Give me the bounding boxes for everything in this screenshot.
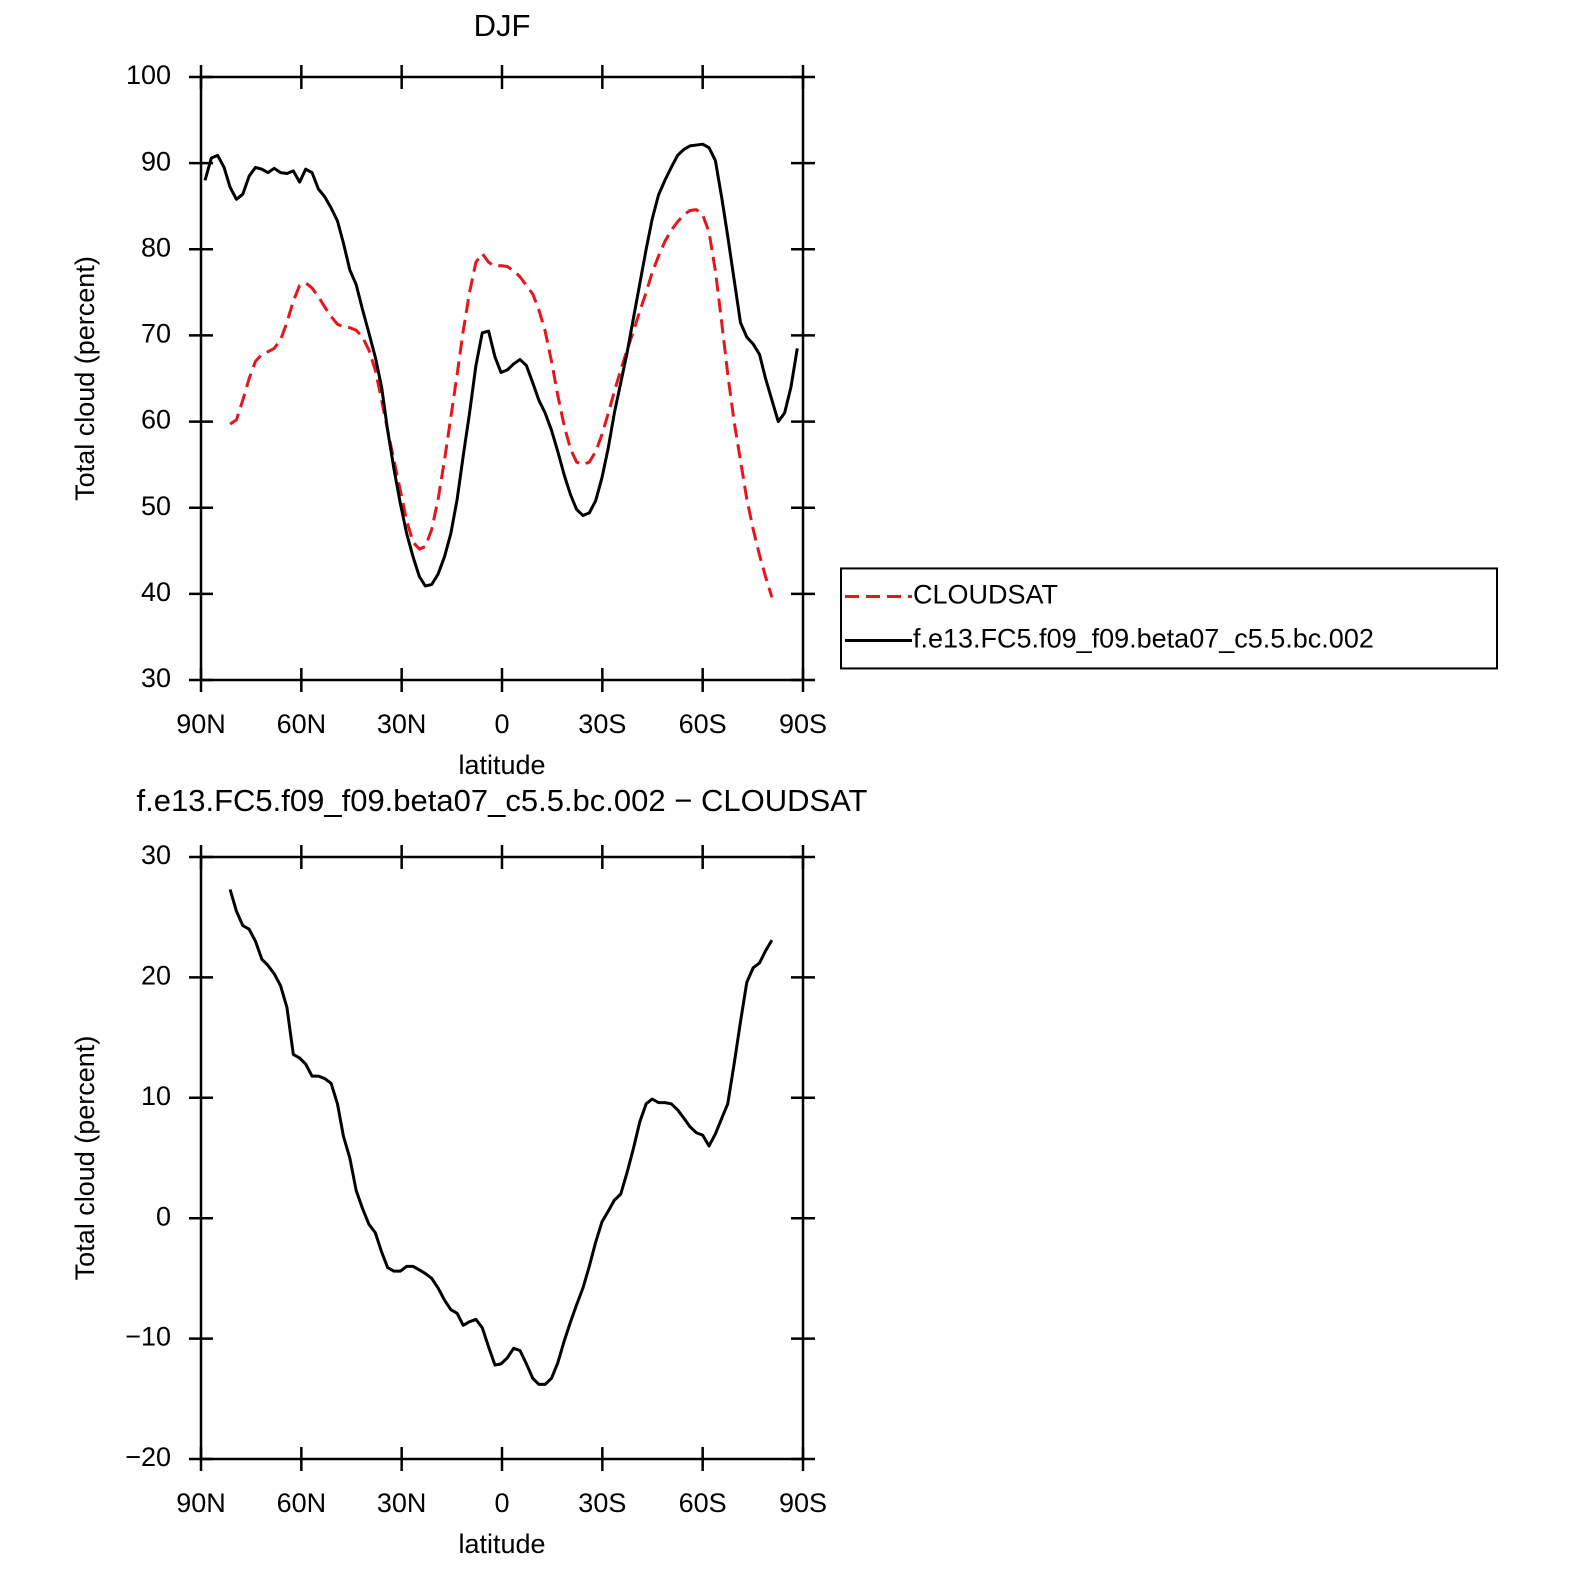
x-tick-label: 60S — [679, 709, 727, 739]
y-axis-label: Total cloud (percent) — [70, 1036, 100, 1281]
x-tick-label: 90S — [779, 1488, 827, 1518]
y-tick-label: 10 — [141, 1081, 171, 1111]
y-tick-label: 40 — [141, 577, 171, 607]
y-tick-label: 20 — [141, 961, 171, 991]
chart-title: f.e13.FC5.f09_f09.beta07_c5.5.bc.002 − C… — [137, 783, 868, 818]
x-tick-label: 60N — [277, 1488, 327, 1518]
x-tick-label: 90N — [176, 1488, 226, 1518]
legend-label: CLOUDSAT — [913, 580, 1058, 610]
x-tick-label: 0 — [494, 709, 509, 739]
y-axis-label: Total cloud (percent) — [70, 256, 100, 501]
x-tick-label: 0 — [494, 1488, 509, 1518]
x-tick-label: 30S — [578, 709, 626, 739]
plot-frame — [199, 855, 805, 1461]
y-tick-label: 0 — [156, 1201, 171, 1231]
y-tick-label: 30 — [141, 663, 171, 693]
y-tick-label: 60 — [141, 405, 171, 435]
x-axis-label: latitude — [458, 1529, 545, 1559]
y-tick-label: 100 — [126, 60, 171, 90]
x-tick-label: 60S — [679, 1488, 727, 1518]
x-tick-label: 90S — [779, 709, 827, 739]
plot-frame — [199, 75, 805, 682]
series-line — [228, 889, 774, 1386]
y-tick-label: −10 — [125, 1322, 171, 1352]
x-tick-label: 90N — [176, 709, 226, 739]
y-tick-label: 80 — [141, 232, 171, 262]
y-tick-label: 90 — [141, 146, 171, 176]
legend-box — [840, 567, 1498, 670]
x-tick-label: 30S — [578, 1488, 626, 1518]
x-tick-label: 30N — [377, 1488, 427, 1518]
series-line — [229, 208, 774, 598]
y-tick-label: 30 — [141, 840, 171, 870]
y-tick-label: 50 — [141, 491, 171, 521]
legend-label: f.e13.FC5.f09_f09.beta07_c5.5.bc.002 — [913, 624, 1374, 654]
x-tick-label: 30N — [377, 709, 427, 739]
x-axis-label: latitude — [458, 750, 545, 780]
y-tick-label: 70 — [141, 319, 171, 349]
y-tick-label: −20 — [125, 1442, 171, 1472]
series-line — [203, 142, 799, 588]
x-tick-label: 60N — [277, 709, 327, 739]
chart-title: DJF — [474, 8, 531, 43]
